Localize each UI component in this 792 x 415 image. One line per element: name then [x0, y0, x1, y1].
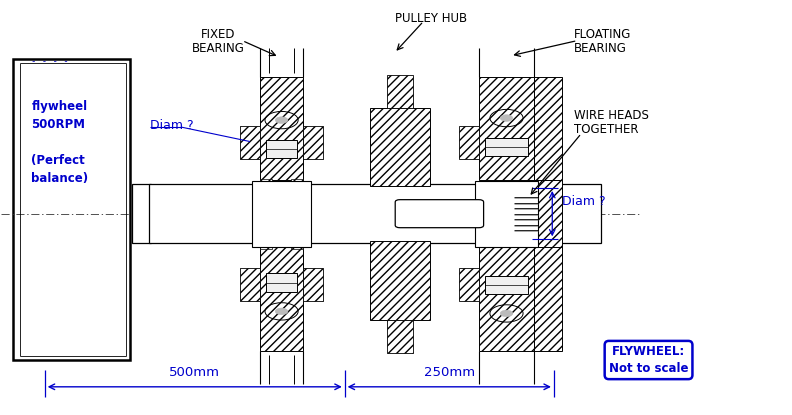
Text: - - - -: - - - -: [32, 57, 69, 66]
Circle shape: [501, 310, 512, 317]
Bar: [387, 320, 413, 353]
Bar: [291, 241, 303, 249]
Text: Diam ?: Diam ?: [150, 119, 193, 132]
Bar: [291, 178, 303, 186]
Bar: [13, 59, 130, 360]
Bar: [459, 126, 479, 159]
Bar: [534, 247, 562, 351]
Bar: [260, 247, 303, 351]
Bar: [260, 241, 272, 249]
Text: WIRE HEADS
TOGETHER: WIRE HEADS TOGETHER: [574, 109, 649, 136]
Bar: [485, 138, 527, 156]
Bar: [303, 268, 323, 301]
Bar: [479, 77, 534, 180]
Circle shape: [276, 308, 287, 315]
Bar: [485, 276, 527, 294]
Bar: [459, 268, 479, 301]
Text: flywheel
500RPM

(Perfect
balance): flywheel 500RPM (Perfect balance): [32, 100, 89, 186]
Bar: [240, 268, 260, 301]
Text: 250mm: 250mm: [424, 366, 475, 379]
Text: FLOATING
BEARING: FLOATING BEARING: [574, 28, 632, 55]
Bar: [303, 126, 323, 159]
Bar: [260, 77, 303, 180]
Bar: [479, 247, 534, 351]
Circle shape: [501, 115, 512, 121]
Bar: [534, 77, 562, 180]
Bar: [131, 184, 151, 243]
Circle shape: [276, 117, 287, 123]
Bar: [534, 180, 562, 247]
Bar: [475, 181, 538, 247]
Text: 500mm: 500mm: [169, 366, 220, 379]
Bar: [266, 273, 297, 292]
Bar: [252, 181, 311, 247]
Bar: [240, 126, 260, 159]
Bar: [266, 140, 297, 158]
Text: Diam ?: Diam ?: [562, 195, 605, 208]
FancyBboxPatch shape: [395, 200, 484, 228]
Text: FLYWHEEL:
Not to scale: FLYWHEEL: Not to scale: [609, 345, 688, 375]
Text: FIXED
BEARING: FIXED BEARING: [192, 28, 245, 55]
Bar: [371, 241, 429, 320]
Bar: [371, 108, 429, 186]
Bar: [149, 184, 601, 243]
Text: PULLEY HUB: PULLEY HUB: [395, 12, 467, 25]
Bar: [387, 75, 413, 108]
Bar: [260, 178, 272, 186]
